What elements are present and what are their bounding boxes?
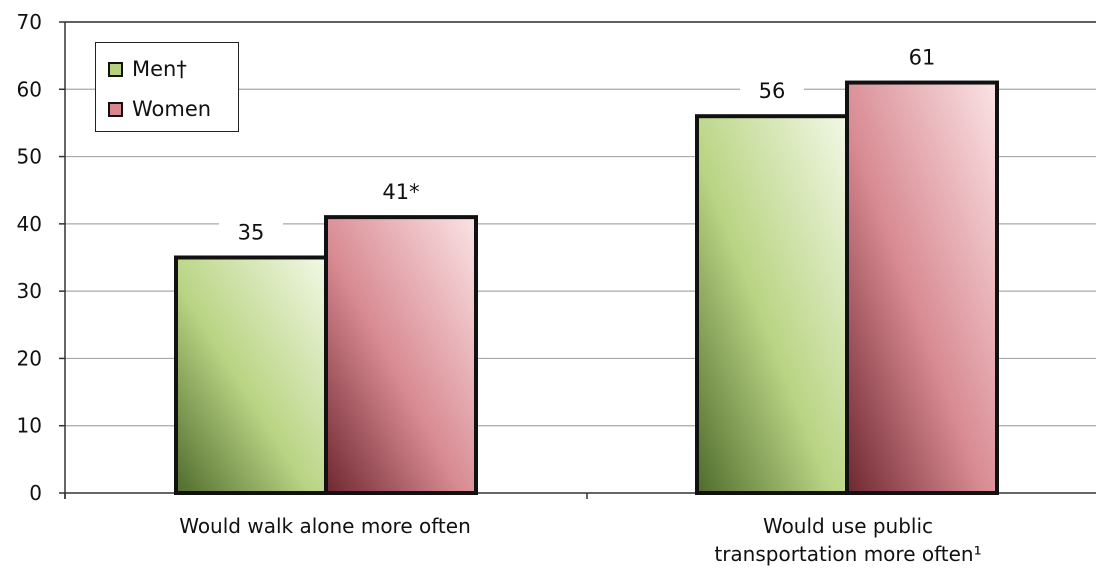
data-label: 41* <box>382 180 419 204</box>
y-tick-label: 10 <box>17 414 42 438</box>
y-tick-label: 20 <box>17 346 42 370</box>
legend-label-men: Men† <box>132 57 187 81</box>
data-label: 35 <box>238 221 265 245</box>
y-tick-label: 40 <box>17 212 42 236</box>
y-tick-label: 50 <box>17 145 42 169</box>
y-tick-label: 30 <box>17 279 42 303</box>
data-label-background <box>740 76 804 105</box>
legend-item-men: Men† <box>108 57 187 81</box>
x-category-label-2-line2: transportation more often¹ <box>714 542 982 566</box>
data-label: 61 <box>909 46 936 70</box>
data-label-background <box>369 177 433 206</box>
x-category-label-2-line1: Would use public <box>762 514 934 538</box>
legend-swatch-men <box>108 61 123 77</box>
x-category-label-2: Would use public transportation more oft… <box>608 512 1088 568</box>
data-label: 56 <box>759 79 786 103</box>
y-tick-label: 60 <box>17 77 42 101</box>
legend-swatch-women <box>108 101 123 117</box>
bar-men <box>695 114 849 495</box>
bar-men <box>174 255 328 495</box>
y-tick-label: 70 <box>17 10 42 34</box>
data-label-background <box>890 42 954 71</box>
legend: Men† Women <box>95 42 239 132</box>
data-label-background <box>219 217 283 246</box>
legend-label-women: Women <box>132 97 212 121</box>
x-category-label-1: Would walk alone more often <box>179 514 471 538</box>
bar-women <box>845 80 999 496</box>
y-tick-label: 0 <box>29 481 42 505</box>
legend-item-women: Women <box>108 97 211 121</box>
bar-women <box>324 215 478 495</box>
